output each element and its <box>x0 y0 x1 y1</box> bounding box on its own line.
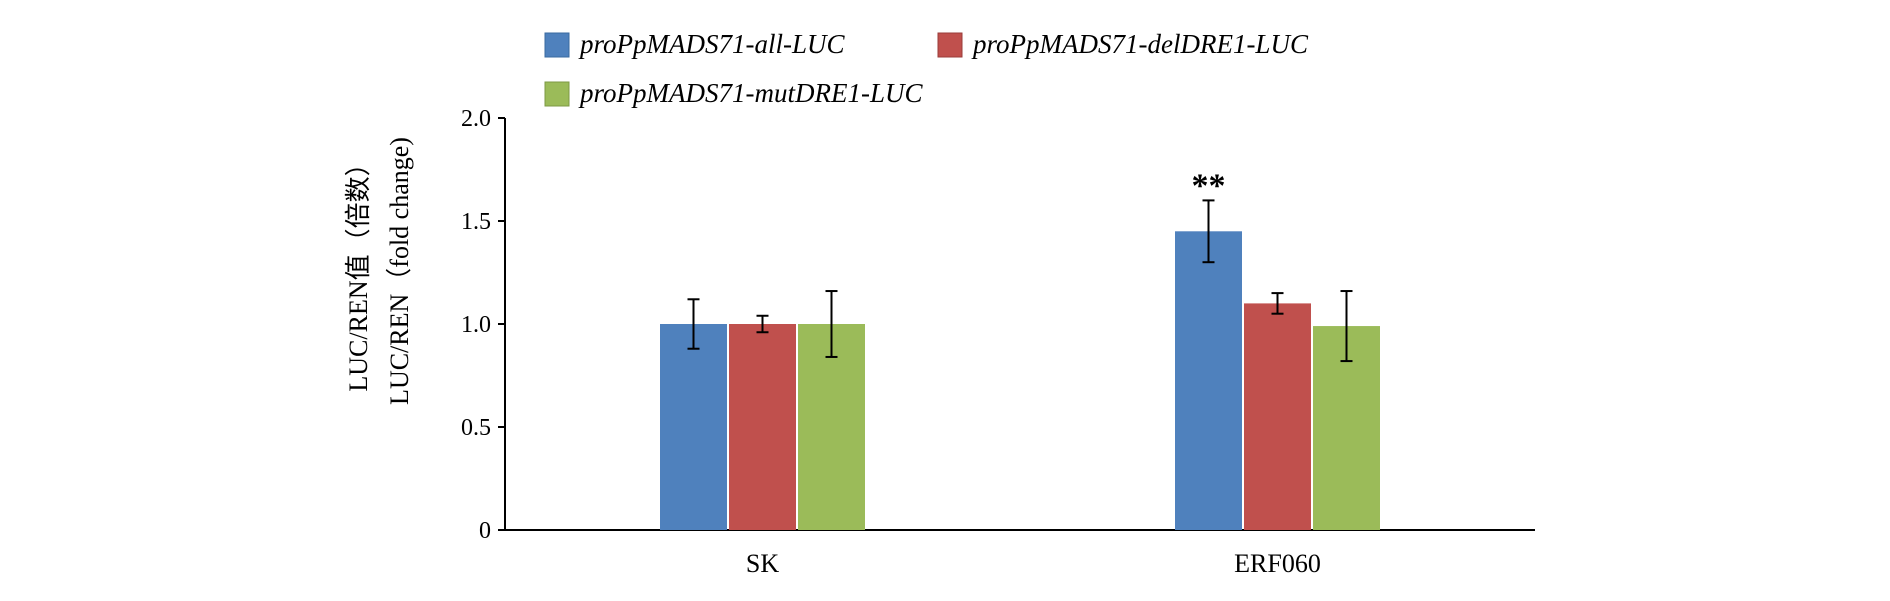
error-bars <box>687 199 1353 363</box>
error-bar <box>687 298 700 350</box>
error-bar <box>825 290 838 358</box>
x-category-label: ERF060 <box>1234 549 1321 578</box>
bar <box>660 324 727 530</box>
y-tick-label: 1.0 <box>461 312 491 338</box>
bar <box>798 324 865 530</box>
annotations: ** <box>1192 167 1226 204</box>
bar <box>1175 231 1242 531</box>
error-bar <box>756 314 769 334</box>
legend-swatch-deldre1 <box>937 32 963 58</box>
y-axis-title-line1: LUC/REN值（倍数） <box>344 150 373 391</box>
legend-item: proPpMADS71-mutDRE1-LUC <box>544 78 923 108</box>
legend: proPpMADS71-all-LUC proPpMADS71-delDRE1-… <box>544 29 1309 108</box>
legend-label-deldre1: proPpMADS71-delDRE1-LUC <box>971 29 1309 59</box>
y-tick-label: 1.5 <box>461 209 491 235</box>
y-axis-title-line2: LUC/REN（fold change) <box>385 137 414 405</box>
legend-label-all: proPpMADS71-all-LUC <box>578 29 845 59</box>
y-axis-title: LUC/REN值（倍数） LUC/REN（fold change) <box>344 137 414 405</box>
legend-swatch-mutdre1 <box>544 81 570 107</box>
error-bar <box>1271 292 1284 315</box>
y-tick-label: 0.5 <box>461 415 491 441</box>
legend-swatch-all <box>544 32 570 58</box>
y-tick-label: 2.0 <box>461 106 491 132</box>
significance-annotation: ** <box>1192 167 1226 204</box>
error-bar <box>1340 290 1353 363</box>
bars <box>660 231 1380 531</box>
y-ticks: 0 0.5 1.0 1.5 2.0 <box>461 106 505 544</box>
legend-item: proPpMADS71-all-LUC <box>544 29 845 59</box>
legend-item: proPpMADS71-delDRE1-LUC <box>937 29 1309 59</box>
x-category-label: SK <box>746 549 779 578</box>
error-bar <box>1202 199 1215 264</box>
bar <box>1244 303 1311 530</box>
category-labels: SK ERF060 <box>746 549 1321 578</box>
bar <box>729 324 796 530</box>
legend-label-mutdre1: proPpMADS71-mutDRE1-LUC <box>578 78 923 108</box>
y-tick-label: 0 <box>479 518 491 544</box>
